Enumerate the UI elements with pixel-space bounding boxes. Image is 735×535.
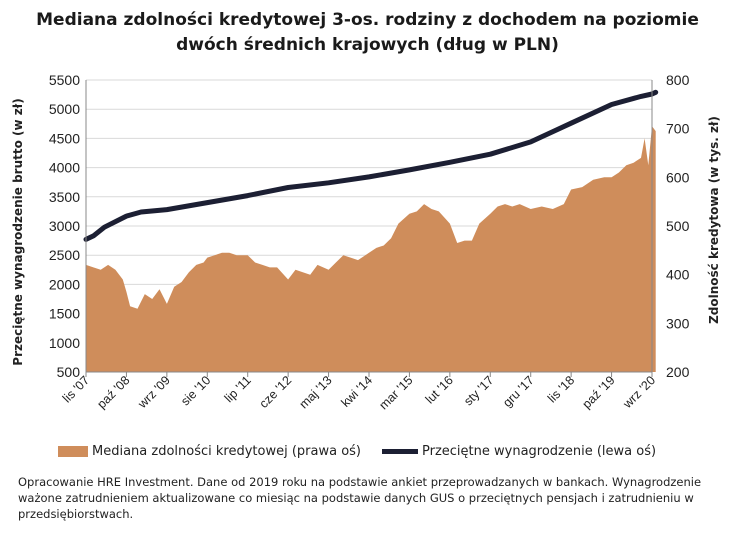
y-axis-label: Przeciętne wynagrodzenie brutto (w zł) (11, 98, 25, 365)
x-tick-label-2: wrz '09 (135, 373, 173, 411)
x-tick-label-1: paź '08 (94, 373, 132, 411)
x-tick-label-11: gru '17 (500, 373, 537, 410)
legend-label-area: Mediana zdolności kredytowej (prawa oś) (92, 444, 362, 459)
right-axis-ticks: 200 300 400 500 600 700 800 (666, 72, 690, 380)
y-tick-5500: 5500 (49, 72, 80, 88)
x-tick-label-13: paź '19 (580, 373, 618, 411)
y2-tick-600: 600 (666, 169, 690, 185)
x-tick-label-5: cze '12 (257, 373, 295, 411)
chart-canvas: 500 1000 1500 2000 2500 3000 3500 4000 4500 5000 5… (11, 72, 721, 412)
y2-tick-400: 400 (666, 267, 690, 283)
chart-title-line-1: Mediana zdolności kredytowej 3-os. rodzi… (36, 10, 699, 30)
chart-title-line-2: dwóch średnich krajowych (dług w PLN) (176, 35, 559, 55)
x-tick-label-6: maj '13 (297, 373, 335, 411)
y-tick-2000: 2000 (49, 276, 80, 292)
legend: Mediana zdolności kredytowej (prawa oś) … (58, 444, 718, 464)
area-series-median-capacity (86, 126, 656, 372)
area-series-layer (86, 126, 656, 372)
y-tick-1500: 1500 (49, 306, 80, 322)
y-tick-500: 500 (57, 364, 81, 380)
chart-title: Mediana zdolności kredytowej 3-os. rodzi… (0, 8, 735, 58)
x-tick-label-7: kwi '14 (338, 373, 375, 410)
source-note: Opracowanie HRE Investment. Dane od 2019… (18, 475, 702, 521)
y-tick-4500: 4500 (49, 130, 80, 146)
y-tick-4000: 4000 (49, 160, 80, 176)
legend-item-line: Przeciętne wynagrodzenie (lewa oś) (382, 444, 656, 459)
y2-tick-300: 300 (666, 315, 690, 331)
y2-tick-800: 800 (666, 72, 690, 88)
y-tick-3000: 3000 (49, 218, 80, 234)
y2-axis-label: Zdolność kredytowa (w tys. zł) (707, 116, 721, 324)
legend-swatch-line (382, 449, 418, 454)
y-tick-1000: 1000 (49, 335, 80, 351)
x-tick-label-8: mar '15 (376, 373, 415, 412)
line-series-average-salary (83, 89, 659, 242)
y2-tick-500: 500 (666, 218, 690, 234)
y-tick-5000: 5000 (49, 101, 80, 117)
y2-tick-200: 200 (666, 364, 690, 380)
x-tick-label-14: wrz '20 (620, 373, 658, 411)
y-tick-2500: 2500 (49, 247, 80, 263)
legend-swatch-area (58, 446, 88, 457)
y2-tick-700: 700 (666, 121, 690, 137)
y-tick-3500: 3500 (49, 189, 80, 205)
line-series-layer (83, 89, 659, 242)
x-tick-label-4: lip '11 (222, 373, 254, 405)
x-tick-label-9: lut '16 (423, 373, 456, 406)
legend-item-area: Mediana zdolności kredytowej (prawa oś) (58, 444, 361, 459)
x-axis-ticks: lis '07 paź '08 wrz '09 sie '10 lip '11 cze '… (60, 372, 658, 412)
x-tick-label-3: sie '10 (178, 373, 213, 408)
left-axis-ticks: 500 1000 1500 2000 2500 3000 3500 4000 4500 5000 5… (49, 72, 80, 380)
x-tick-label-10: sty '17 (461, 373, 496, 408)
x-tick-label-12: lis '18 (545, 373, 577, 405)
legend-label-line: Przeciętne wynagrodzenie (lewa oś) (422, 444, 657, 459)
